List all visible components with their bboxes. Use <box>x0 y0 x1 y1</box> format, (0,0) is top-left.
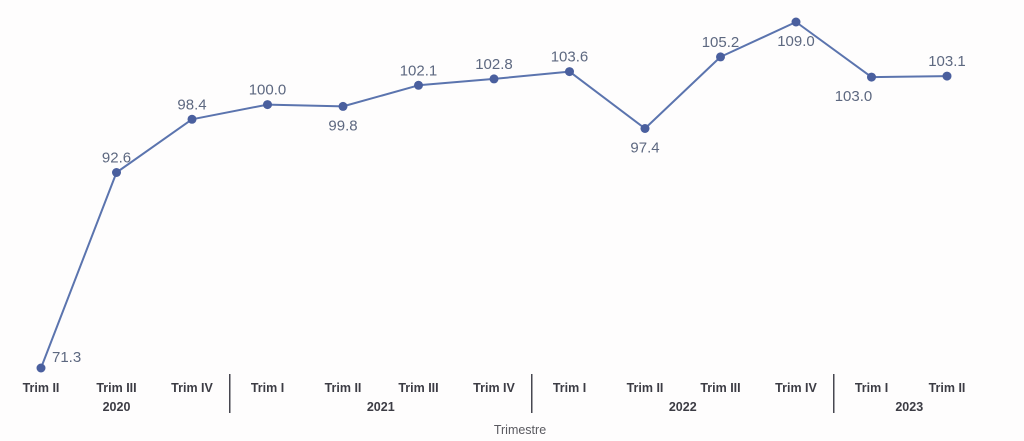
data-point-label: 103.0 <box>835 88 873 105</box>
year-label: 2022 <box>669 400 697 414</box>
data-point-marker <box>36 363 46 373</box>
x-tick-label: Trim I <box>553 381 586 395</box>
year-label: 2023 <box>895 400 923 414</box>
x-tick-label: Trim II <box>627 381 664 395</box>
data-point-marker <box>640 124 650 133</box>
data-point-marker <box>565 67 574 77</box>
data-point-marker <box>791 17 801 27</box>
x-tick-label: Trim IV <box>473 381 515 395</box>
data-point-marker <box>489 74 499 84</box>
x-tick-label: Trim IV <box>775 381 817 395</box>
x-tick-label: Trim III <box>398 381 438 395</box>
x-tick-label: Trim II <box>23 381 60 395</box>
data-point-marker <box>338 101 348 111</box>
x-tick-label: Trim III <box>96 381 136 395</box>
data-point-marker <box>112 168 121 177</box>
data-point-label: 92.6 <box>102 150 131 167</box>
series-line <box>40 21 948 369</box>
data-point-marker <box>942 71 952 81</box>
data-point-label: 71.3 <box>52 349 81 366</box>
x-tick-label: Trim II <box>929 381 966 395</box>
year-label: 2021 <box>367 400 395 414</box>
data-point-marker <box>867 72 876 82</box>
data-point-label: 102.8 <box>475 56 513 73</box>
data-point-label: 105.2 <box>702 34 740 51</box>
data-point-label: 98.4 <box>177 96 206 113</box>
data-point-marker <box>187 114 197 124</box>
x-tick-label: Trim I <box>251 381 284 395</box>
x-tick-label: Trim IV <box>171 381 213 395</box>
x-tick-label: Trim III <box>700 381 740 395</box>
data-point-label: 103.6 <box>551 49 589 66</box>
x-axis: Trim II Trim III Trim IV 2020 Trim I Trim II T… <box>23 374 966 414</box>
data-point-label: 100.0 <box>249 82 287 99</box>
x-axis-title: Trimestre <box>494 423 546 437</box>
data-point-label: 102.1 <box>400 62 438 79</box>
data-point-label: 99.8 <box>328 117 357 134</box>
data-point-marker <box>414 80 423 90</box>
data-point-label: 109.0 <box>777 33 815 50</box>
series-layer: 71.3 92.6 98.4 100.0 99.8 102.1 102.8 103.6 97.4… <box>36 17 966 373</box>
data-point-marker <box>263 100 272 110</box>
data-point-label: 97.4 <box>630 140 659 157</box>
x-tick-label: Trim I <box>855 381 888 395</box>
year-label: 2020 <box>103 400 131 414</box>
data-point-marker <box>716 52 725 62</box>
data-point-label: 103.1 <box>928 53 966 70</box>
x-tick-label: Trim II <box>325 381 362 395</box>
